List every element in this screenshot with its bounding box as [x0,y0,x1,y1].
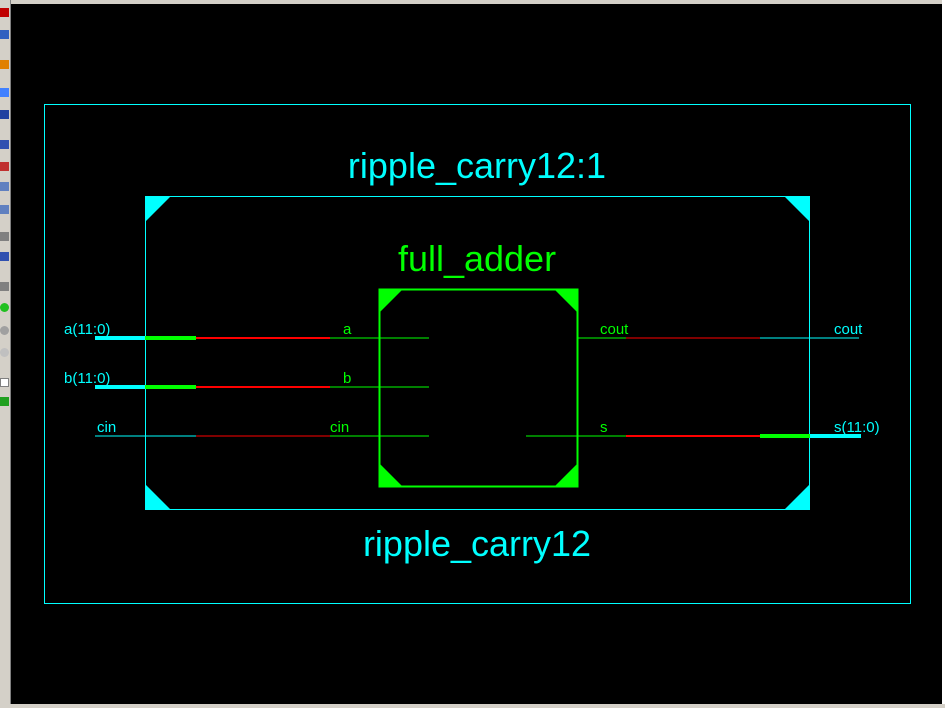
cin-pin-label: cin [330,419,349,436]
square-icon[interactable] [0,378,9,387]
window-frame-right [942,0,945,708]
submodule-corner-tl [380,290,402,312]
module-corner-br [785,485,809,509]
text-icon[interactable] [0,232,9,241]
window-frame-top [0,0,945,4]
cout-pin-label: cout [600,321,629,338]
window-frame-bottom [0,704,945,708]
b-pin-label: b [343,370,351,387]
a-pin-label: a [343,321,352,338]
star-icon[interactable] [0,60,9,69]
magnify-icon[interactable] [0,282,9,291]
fit-icon[interactable] [0,30,9,39]
s-pin-label: s [600,419,608,436]
arrow-icon[interactable] [0,88,9,97]
submodule-name-label: full_adder [398,238,556,279]
stop-icon[interactable] [0,348,9,357]
grey-circle-icon[interactable] [0,326,9,335]
submodule-symbol[interactable] [378,288,579,488]
module-name-label: ripple_carry12 [363,523,591,564]
search-icon[interactable] [0,252,9,261]
hierarchy-boundary [44,104,911,604]
b-port-label: b(11:0) [64,370,110,387]
vertical-toolbar [0,0,11,708]
module-corner-tl [146,197,170,221]
grid-icon[interactable] [0,182,9,191]
cin-port-label: cin [97,419,116,436]
a-port-label: a(11:0) [64,321,110,338]
window-icon[interactable] [0,205,9,214]
zoom-icon[interactable] [0,8,9,17]
hand-icon[interactable] [0,110,9,119]
module-instance-label: ripple_carry12:1 [348,145,606,186]
s-port-label: s(11:0) [834,419,880,436]
submodule-corner-bl [380,464,402,486]
plus-icon[interactable] [0,397,9,406]
module-symbol[interactable] [145,196,810,510]
cout-port-label: cout [834,321,863,338]
cross-icon[interactable] [0,162,9,171]
module-corner-tr [785,197,809,221]
submodule-corner-tr [555,290,577,312]
submodule-corner-br [555,464,577,486]
module-corner-bl [146,485,170,509]
green-circle-icon[interactable] [0,303,9,312]
box-icon[interactable] [0,140,9,149]
